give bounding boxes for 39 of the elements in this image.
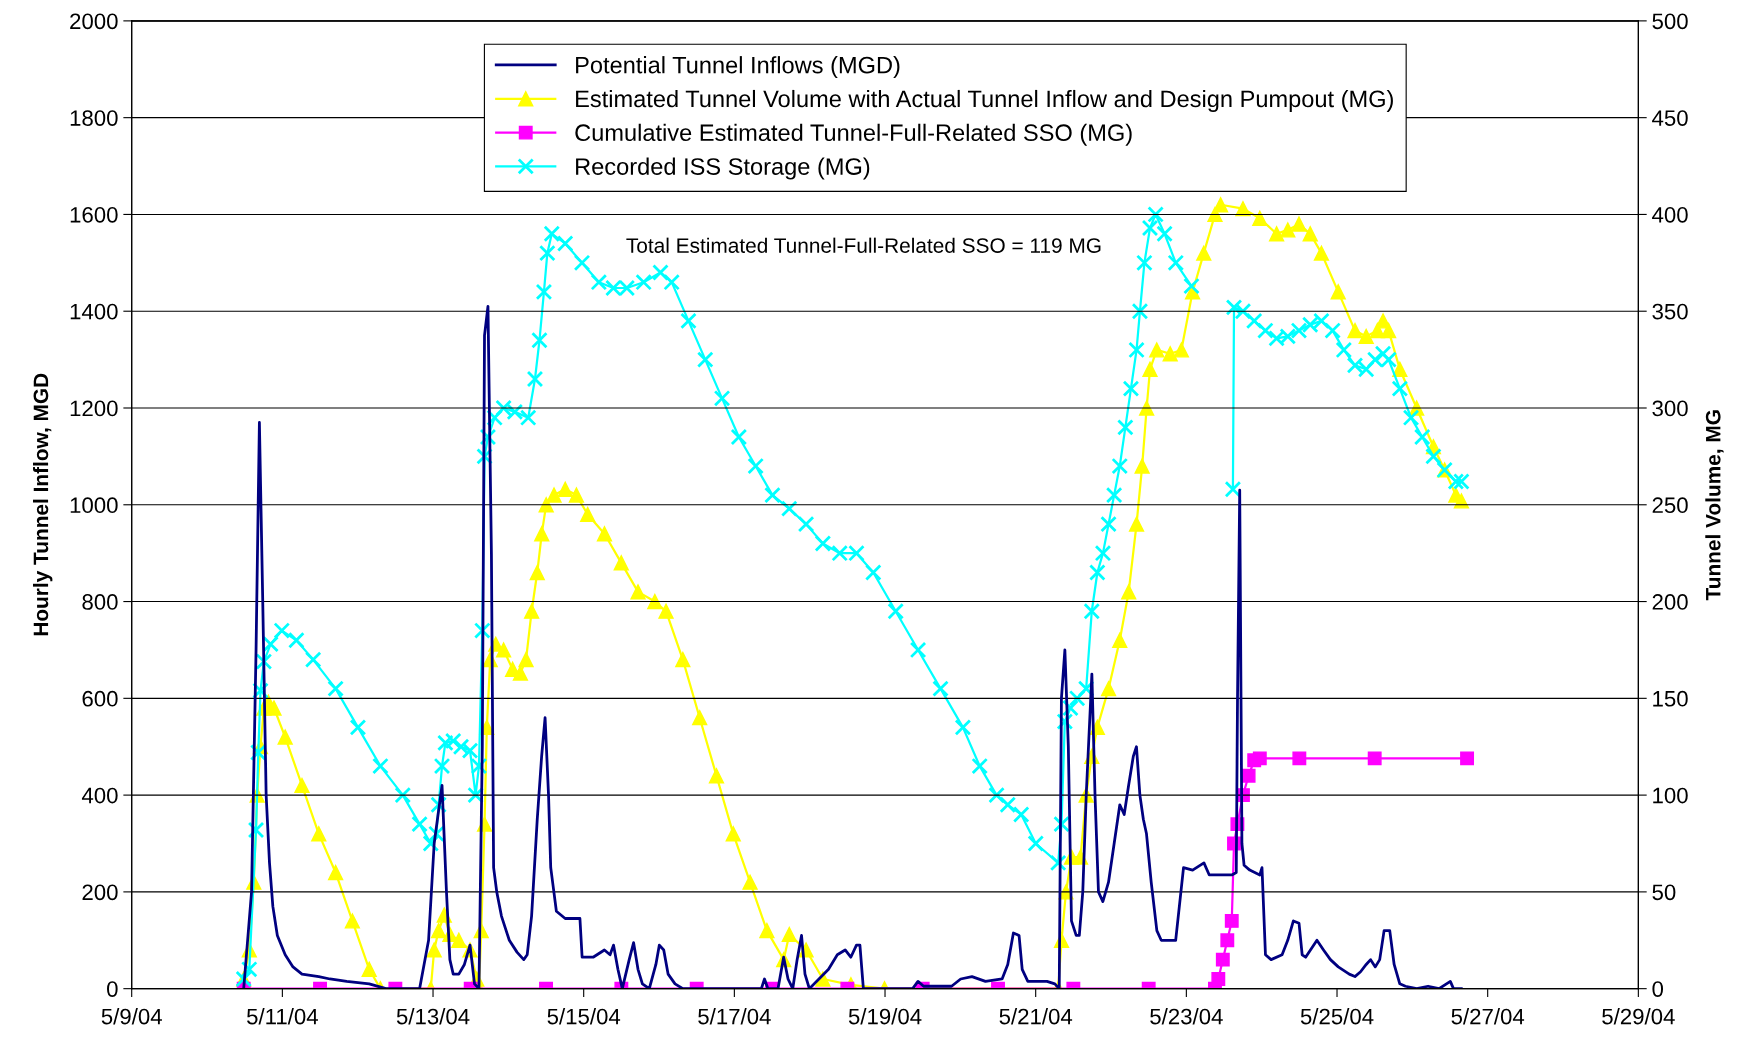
y-tick-label: 1800: [70, 110, 118, 126]
y-tick-label: 1000: [70, 497, 118, 514]
y-tick-label: 1600: [70, 206, 118, 223]
legend-label: Potential Tunnel Inflows (MGD): [576, 56, 900, 79]
x-tick-label: 5/17/04: [698, 1008, 771, 1025]
x-tick-label: 5/9/04: [101, 1008, 162, 1025]
y-tick-label: 600: [82, 690, 118, 707]
y-tick-label: 400: [81, 787, 118, 804]
y2-tick-label: 150: [1653, 690, 1688, 707]
x-tick-label: 5/11/04: [247, 1008, 318, 1025]
y2-tick-label: 350: [1652, 303, 1688, 320]
x-tick-label: 5/15/04: [547, 1008, 621, 1025]
y2-tick-label: 0: [1652, 981, 1664, 997]
x-tick-label: 5/29/04: [1602, 1008, 1675, 1025]
legend-label: Recorded ISS Storage (MG): [576, 157, 870, 180]
y2-tick-label: 50: [1652, 884, 1676, 901]
y-tick-label: 800: [82, 594, 118, 610]
y-tick-label: 1400: [70, 303, 118, 320]
x-tick-label: 5/25/04: [1300, 1008, 1374, 1025]
y-tick-label: 1200: [70, 400, 118, 417]
y2-tick-label: 400: [1652, 206, 1688, 223]
y-tick-label: 2000: [70, 13, 118, 30]
y-tick-label: 0: [107, 981, 118, 997]
x-tick-label: 5/21/04: [999, 1008, 1073, 1025]
legend-label: Cumulative Estimated Tunnel-Full-Related SSO (MG): [575, 123, 1132, 146]
x-tick-label: 5/23/04: [1150, 1008, 1223, 1025]
y2-tick-label: 450: [1652, 110, 1688, 126]
y2-tick-label: 250: [1652, 497, 1688, 514]
y-tick-label: 200: [82, 884, 118, 901]
y-axis-title: Hourly Tunnel Inflow, MGD: [32, 373, 53, 636]
x-tick-label: 5/19/04: [848, 1008, 922, 1025]
x-tick-label: 5/13/04: [396, 1008, 470, 1025]
y2-tick-label: 300: [1652, 400, 1688, 417]
y2-tick-label: 100: [1653, 787, 1688, 804]
legend-label: Estimated Tunnel Volume with Actual Tunnel Inflow and Design Pumpout (MG): [576, 89, 1393, 112]
y2-tick-label: 200: [1652, 594, 1688, 610]
x-tick-label: 5/27/04: [1451, 1008, 1525, 1025]
y2-axis-title: Tunnel Volume, MG: [1705, 410, 1724, 601]
y2-tick-label: 500: [1652, 13, 1688, 30]
